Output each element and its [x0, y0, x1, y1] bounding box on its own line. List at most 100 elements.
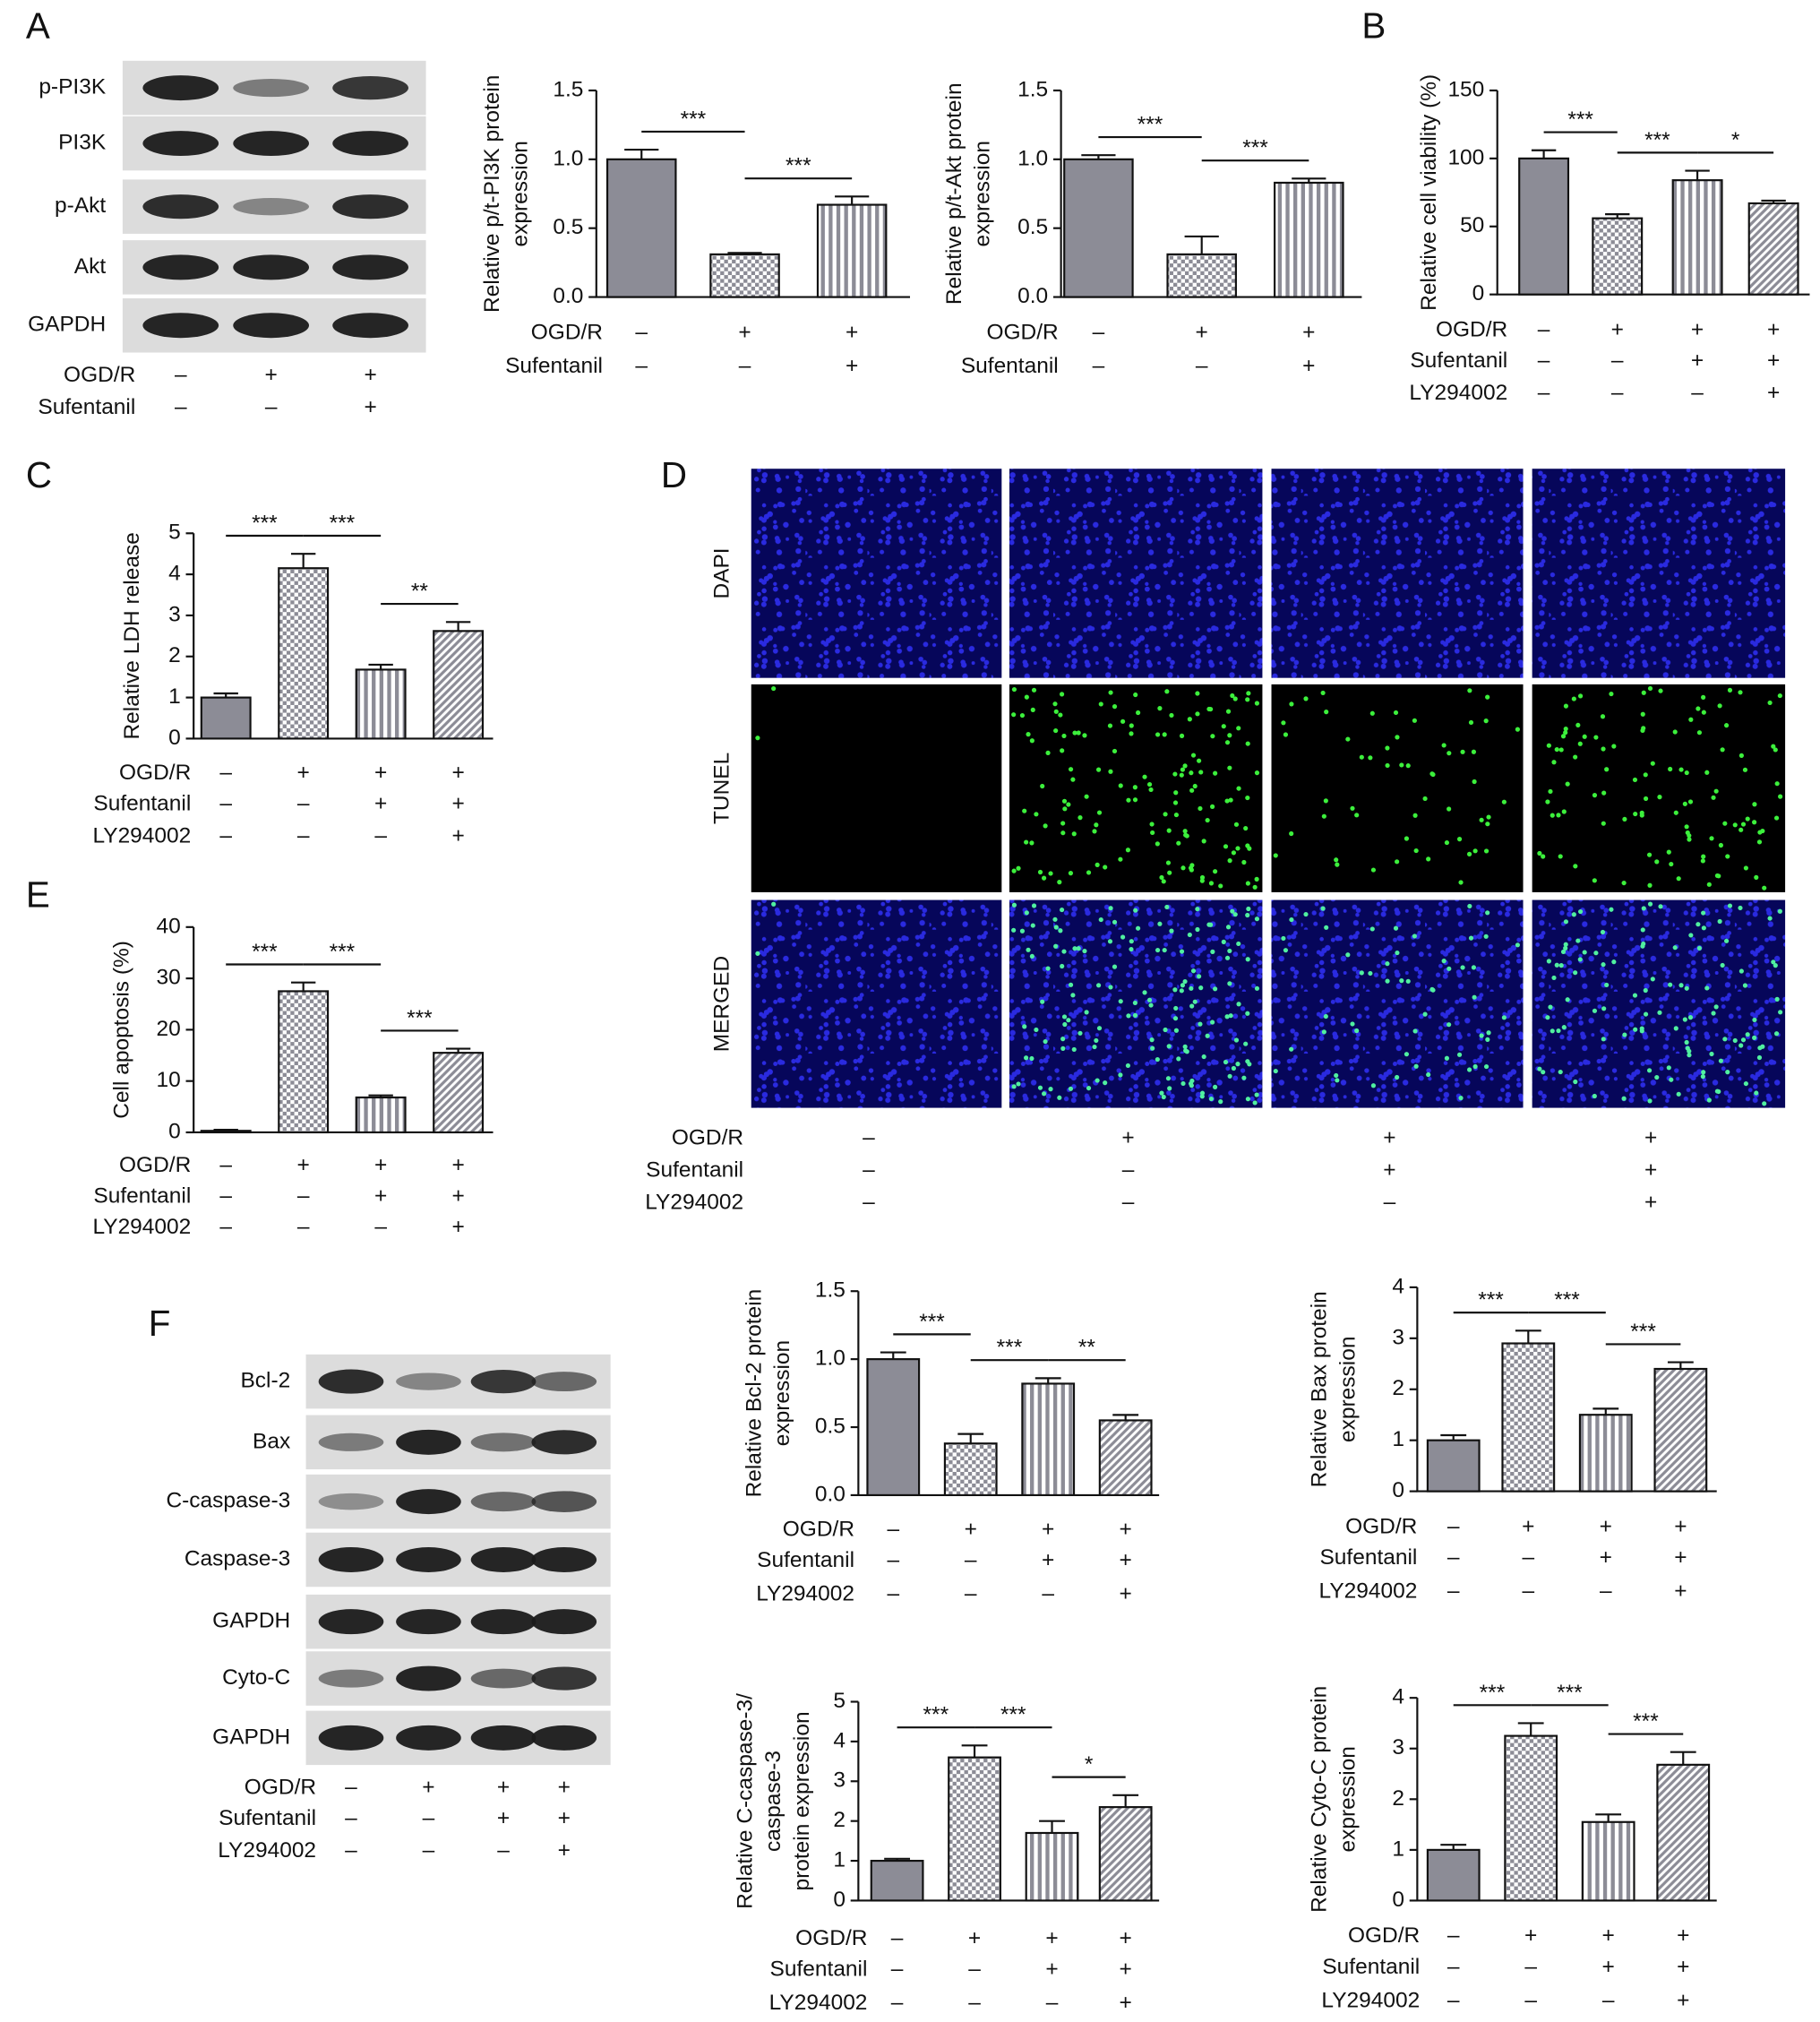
tunel-cell: [1441, 743, 1447, 748]
merged-cell: [1774, 996, 1780, 1002]
tunel-cell: [1369, 710, 1375, 716]
tunel-cell: [1026, 732, 1031, 737]
tunel-cell: [1029, 840, 1034, 846]
merged-cell: [1669, 1077, 1674, 1082]
merged-cell: [1732, 1037, 1738, 1044]
condition-mark: +: [264, 363, 277, 387]
condition-mark: +: [1767, 317, 1780, 341]
merged-cell: [1161, 1094, 1166, 1100]
merged-cell: [1059, 907, 1065, 913]
condition-mark: +: [1383, 1126, 1395, 1150]
merged-cell: [1345, 952, 1351, 958]
merged-cell: [1685, 1045, 1690, 1051]
y-tick-label: 150: [1447, 77, 1484, 101]
merged-cell: [1550, 1028, 1555, 1034]
merged-cell: [1183, 1048, 1189, 1054]
merged-cell: [1245, 1011, 1250, 1016]
condition-mark: –: [345, 1776, 357, 1800]
tunel-cell: [1545, 799, 1550, 804]
condition-mark: –: [219, 1215, 232, 1239]
tunel-cell: [1173, 790, 1179, 796]
merged-cell: [1210, 949, 1215, 954]
tunel-cell: [1082, 733, 1087, 738]
condition-mark: –: [1447, 1514, 1460, 1538]
merged-cell: [1385, 961, 1390, 967]
y-tick-label: 3: [168, 602, 181, 626]
error-bar: [368, 1094, 393, 1098]
condition-mark: +: [1600, 1545, 1612, 1570]
tunel-cell: [1592, 878, 1597, 883]
tunel-cell: [1573, 864, 1578, 869]
merged-cell: [1563, 945, 1568, 951]
merged-cell: [1639, 1026, 1644, 1031]
merged-cell: [1565, 997, 1570, 1002]
tunel-cell: [1640, 711, 1645, 717]
tunel-cell: [1218, 883, 1223, 889]
bar: [870, 1859, 924, 1902]
condition-mark: +: [1767, 348, 1780, 373]
merged-cell: [1592, 1093, 1597, 1099]
y-tick-label: 1: [168, 684, 181, 709]
merged-cell: [1254, 916, 1260, 922]
tunel-cell: [1132, 785, 1138, 790]
merged-cell: [1706, 1097, 1712, 1103]
error-bar: [290, 981, 316, 992]
merged-cell: [1231, 1065, 1237, 1071]
bar: [1098, 1419, 1153, 1497]
y-tick-label: 2: [833, 1808, 846, 1832]
blot-label: GAPDH: [212, 1725, 290, 1749]
condition-mark: –: [863, 1191, 875, 1215]
tunel-cell: [1563, 703, 1569, 709]
y-tick-label: 40: [157, 914, 181, 938]
condition-mark: +: [364, 395, 376, 419]
condition-mark: +: [451, 1153, 464, 1177]
significance-label: ***: [1644, 128, 1670, 152]
condition-label: OGD/R: [1348, 1923, 1420, 1948]
tunel-cell: [1688, 717, 1694, 722]
merged-cell: [1395, 1074, 1400, 1080]
tunel-cell: [1687, 837, 1692, 842]
merged-cell: [1600, 929, 1606, 935]
merged-cell: [1040, 999, 1045, 1004]
tunel-cell: [1641, 690, 1646, 695]
significance-label: ***: [1554, 1288, 1580, 1312]
merged-cell: [1515, 942, 1520, 948]
tunel-cell: [1738, 690, 1743, 695]
merged-cell: [1218, 1099, 1223, 1105]
tunel-cell: [1236, 726, 1241, 731]
condition-mark: –: [265, 395, 278, 419]
tunel-cell: [1172, 771, 1178, 777]
merged-cell: [1458, 1096, 1464, 1101]
tunel-cell: [1647, 882, 1653, 888]
tunel-cell: [1354, 813, 1360, 818]
bar: [709, 253, 780, 298]
y-axis-label: expression: [770, 1340, 794, 1446]
condition-mark: –: [891, 1991, 904, 2015]
tunel-cell: [1460, 749, 1465, 754]
tunel-cell: [1281, 720, 1286, 726]
merged-cell: [1604, 982, 1610, 988]
tunel-cell: [1189, 770, 1194, 776]
bar: [1581, 1820, 1635, 1902]
merged-cell: [1029, 953, 1034, 959]
merged-cell: [1245, 912, 1250, 918]
merged-cell: [1060, 1037, 1066, 1042]
bar: [1578, 1414, 1633, 1493]
tunel-cell: [1582, 734, 1587, 739]
bar: [1504, 1734, 1558, 1902]
y-tick-label: 1.0: [553, 146, 583, 170]
condition-label: OGD/R: [986, 320, 1058, 344]
error-bar: [445, 1047, 471, 1054]
blot-label: p-Akt: [55, 194, 106, 218]
condition-mark: +: [1522, 1514, 1534, 1538]
tunel-cell: [1135, 710, 1141, 716]
condition-mark: –: [345, 1838, 357, 1863]
merged-cell: [1640, 927, 1645, 933]
error-bar: [884, 1857, 911, 1862]
condition-mark: +: [1045, 1957, 1058, 1982]
tunel-cell: [1254, 770, 1260, 776]
bar: [1653, 1367, 1708, 1493]
merged-cell: [1395, 950, 1400, 956]
tunel-cell: [1639, 810, 1644, 815]
merged-cell: [1236, 941, 1241, 947]
